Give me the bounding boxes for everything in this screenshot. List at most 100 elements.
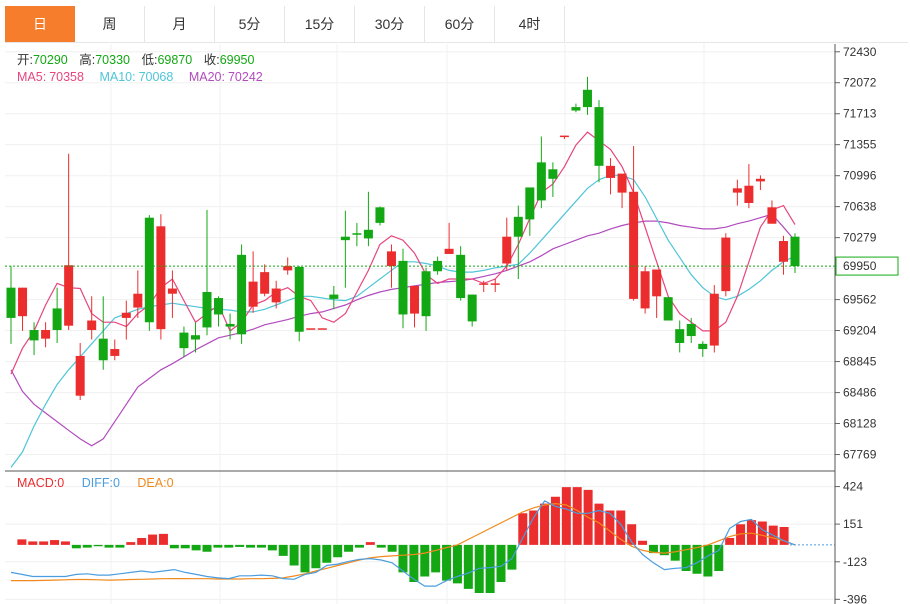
tab-2[interactable]: 月 bbox=[145, 6, 215, 42]
candle-body bbox=[317, 328, 327, 330]
candle-body bbox=[375, 207, 385, 223]
macd-bar bbox=[333, 544, 343, 558]
macd-bar bbox=[398, 544, 408, 573]
y-tick-label: 72072 bbox=[843, 76, 877, 90]
diff-line bbox=[10, 500, 796, 587]
candle-body bbox=[513, 216, 523, 237]
candle-body bbox=[548, 169, 558, 179]
macd-bar bbox=[39, 541, 49, 545]
candle-body bbox=[156, 226, 166, 330]
macd-bar bbox=[300, 544, 310, 573]
macd-bar bbox=[529, 510, 539, 545]
candle-body bbox=[363, 229, 373, 239]
candle-body bbox=[502, 236, 512, 264]
tab-6[interactable]: 60分 bbox=[425, 6, 495, 42]
candle-body bbox=[6, 287, 16, 318]
candle-body bbox=[479, 283, 489, 285]
tab-7[interactable]: 4时 bbox=[495, 6, 565, 42]
macd-bar bbox=[550, 496, 560, 545]
macd-bar bbox=[442, 544, 452, 581]
y-tick-label: 70638 bbox=[843, 200, 877, 214]
candle-body bbox=[675, 329, 685, 343]
macd-panel bbox=[10, 487, 835, 593]
macd-bar bbox=[158, 533, 168, 545]
y-tick-label: 67769 bbox=[843, 448, 877, 462]
macd-bar bbox=[627, 524, 637, 545]
dea-line bbox=[11, 502, 796, 582]
macd-bar bbox=[714, 544, 724, 571]
macd-bar bbox=[376, 544, 386, 548]
candle-body bbox=[732, 188, 742, 193]
macd-bar bbox=[594, 503, 604, 545]
tab-4[interactable]: 15分 bbox=[285, 6, 355, 42]
candle-body bbox=[98, 338, 108, 361]
candle-body bbox=[133, 293, 143, 308]
macd-bar bbox=[191, 544, 201, 551]
candle-body bbox=[444, 248, 454, 254]
candle-body bbox=[640, 271, 650, 309]
macd-y-tick-label: -123 bbox=[843, 555, 867, 569]
macd-bar bbox=[278, 544, 288, 556]
candle-body bbox=[29, 330, 39, 341]
candle-body bbox=[652, 269, 662, 297]
macd-bar bbox=[725, 538, 735, 545]
candle-body bbox=[778, 241, 788, 262]
candle-body bbox=[490, 283, 500, 285]
macd-bar bbox=[518, 513, 528, 545]
candle-body bbox=[421, 271, 431, 317]
last-price-label: 69950 bbox=[843, 259, 877, 273]
macd-bar bbox=[354, 544, 364, 548]
ohlc-legend: 开:70290 高:70330 低:69870 收:69950 bbox=[17, 52, 254, 67]
macd-bar bbox=[496, 544, 506, 582]
macd-bar bbox=[169, 544, 179, 549]
candle-body bbox=[571, 107, 581, 111]
candle-body bbox=[225, 323, 235, 327]
candle-body bbox=[606, 165, 616, 178]
candles bbox=[6, 76, 800, 401]
candle-body bbox=[167, 288, 177, 294]
macd-bar bbox=[616, 510, 626, 545]
candle-body bbox=[536, 162, 546, 201]
candle-body bbox=[144, 217, 154, 323]
macd-bar bbox=[703, 544, 713, 577]
tab-0[interactable]: 日 bbox=[5, 6, 75, 42]
macd-bar bbox=[507, 544, 517, 570]
macd-bar bbox=[431, 544, 441, 573]
candle-body bbox=[271, 288, 281, 303]
macd-bar bbox=[93, 544, 103, 547]
candle-body bbox=[52, 308, 62, 331]
candle-body bbox=[617, 173, 627, 193]
macd-bar bbox=[202, 544, 212, 552]
macd-bar bbox=[561, 487, 571, 545]
macd-bar bbox=[137, 538, 147, 545]
macd-bar bbox=[311, 544, 321, 569]
macd-bar bbox=[463, 544, 473, 589]
macd-y-tick-label: 424 bbox=[843, 480, 863, 494]
tab-1[interactable]: 周 bbox=[75, 6, 145, 42]
macd-bar bbox=[126, 542, 136, 545]
macd-bar bbox=[540, 503, 550, 545]
candle-body bbox=[582, 89, 592, 108]
macd-bar bbox=[485, 544, 495, 593]
candle-body bbox=[352, 233, 362, 235]
candle-body bbox=[767, 207, 777, 224]
macd-bar bbox=[82, 544, 92, 548]
candle-body bbox=[41, 330, 51, 339]
macd-bar bbox=[322, 544, 332, 563]
tab-5[interactable]: 30分 bbox=[355, 6, 425, 42]
candle-body bbox=[110, 349, 120, 356]
macd-bar bbox=[420, 544, 430, 577]
candle-body bbox=[467, 294, 477, 322]
y-tick-label: 72430 bbox=[843, 45, 877, 59]
y-tick-label: 68486 bbox=[843, 386, 877, 400]
axes: 7243072072717137135570996706387027969920… bbox=[5, 44, 899, 604]
tab-3[interactable]: 5分 bbox=[215, 6, 285, 42]
y-tick-label: 71355 bbox=[843, 138, 877, 152]
macd-bar bbox=[50, 540, 60, 545]
candle-body bbox=[525, 187, 535, 220]
y-tick-label: 71713 bbox=[843, 107, 877, 121]
candle-body bbox=[686, 323, 696, 337]
candle-body bbox=[283, 266, 293, 271]
macd-bar bbox=[409, 544, 419, 582]
